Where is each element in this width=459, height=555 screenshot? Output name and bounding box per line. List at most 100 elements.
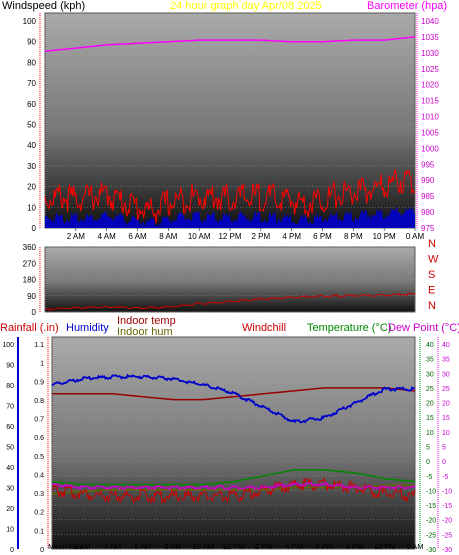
x-tick-label: 12 PM xyxy=(223,542,245,551)
y-tick-label-direction: 90 xyxy=(27,292,36,301)
x-tick-label: 10 AM xyxy=(188,232,211,241)
indoor-hum-series-line xyxy=(51,484,415,495)
y-tick-label-windspeed: 60 xyxy=(27,100,36,109)
y-tick-label-barometer: 1040 xyxy=(421,17,439,26)
y-tick-label-temperature: 35 xyxy=(426,357,434,364)
x-tick-label: 2 AM xyxy=(74,542,91,551)
y-tick-label-windspeed: 50 xyxy=(27,121,36,130)
y-tick-label-temperature: 5 xyxy=(426,445,430,452)
y-tick-label-rainfall: 0.7 xyxy=(34,417,44,424)
windspeed-barometer-chart: 0102030405060708090100975980985990995100… xyxy=(23,13,439,241)
windspeed-series-line xyxy=(44,168,416,224)
y-tick-label-temperature: 25 xyxy=(426,386,434,393)
x-tick-label: Moon Rise xyxy=(48,542,84,551)
x-tick-label: 10 AM xyxy=(193,542,214,551)
y-tick-label-rainfall: 0.9 xyxy=(34,379,44,386)
x-tick-label: 10 PM xyxy=(374,542,396,551)
y-tick-label-temperature: -15 xyxy=(426,503,436,510)
y-tick-label-humidity: 20 xyxy=(6,506,14,513)
y-tick-label-temperature: -20 xyxy=(426,518,436,525)
legend-dewpoint: Dew Point (°C) xyxy=(388,322,459,334)
y-tick-label-barometer: 980 xyxy=(421,208,435,217)
x-tick-label: 12 PM xyxy=(218,232,241,241)
x-tick-label: 4 AM xyxy=(104,542,121,551)
y-tick-label-temperature: 40 xyxy=(426,342,434,349)
y-tick-label-dewpoint: 30 xyxy=(442,371,450,378)
wind-direction-plot-area xyxy=(44,246,416,313)
temperature-humidity-plot-area xyxy=(51,336,416,550)
y-tick-label-rainfall: 0.1 xyxy=(34,528,44,535)
y-tick-label-humidity: 50 xyxy=(6,445,14,452)
y-tick-label-dewpoint: 10 xyxy=(442,430,450,437)
y-tick-label-rainfall: 1.1 xyxy=(34,342,44,349)
y-tick-label-barometer: 990 xyxy=(421,176,435,185)
y-tick-label-dewpoint: -25 xyxy=(442,532,452,539)
y-tick-label-windspeed: 70 xyxy=(27,79,36,88)
y-tick-label-direction: 180 xyxy=(23,276,37,285)
y-tick-label-temperature: -25 xyxy=(426,532,436,539)
y-tick-label-rainfall: 1 xyxy=(40,361,44,368)
y-tick-label-dewpoint: 5 xyxy=(442,445,446,452)
y-tick-label-barometer: 1015 xyxy=(421,97,439,106)
y-tick-label-dewpoint: -30 xyxy=(442,547,452,554)
x-tick-label: 0 AM xyxy=(406,232,425,241)
y-tick-label-barometer: 985 xyxy=(421,192,435,201)
y-tick-label-humidity: 60 xyxy=(6,424,14,431)
y-tick-label-humidity: 70 xyxy=(6,404,14,411)
wind-direction-series-line xyxy=(44,292,416,311)
y-tick-label-dewpoint: 20 xyxy=(442,401,450,408)
y-tick-label-temperature: -10 xyxy=(426,488,436,495)
windchill-series-line xyxy=(51,477,416,505)
y-tick-label-dewpoint: 35 xyxy=(442,357,450,364)
y-tick-label-barometer: 995 xyxy=(421,160,435,169)
y-tick-label-dewpoint: -15 xyxy=(442,503,452,510)
indoor-temp-series-line xyxy=(52,387,416,401)
y-tick-label-dewpoint: 15 xyxy=(442,415,450,422)
y-tick-label-humidity: 40 xyxy=(6,465,14,472)
y-tick-label-humidity: 30 xyxy=(6,486,14,493)
y-tick-label-windspeed: 90 xyxy=(27,38,36,47)
x-tick-label: 6 AM xyxy=(134,542,151,551)
y-tick-label-rainfall: 0.5 xyxy=(34,454,44,461)
dewpoint-series-line xyxy=(51,481,416,491)
y-tick-label-direction: 0 xyxy=(32,308,37,317)
x-tick-label: 4 PM xyxy=(285,542,303,551)
compass-label: S xyxy=(428,269,435,281)
y-tick-label-humidity: 0 xyxy=(10,547,14,554)
y-tick-label-windspeed: 100 xyxy=(23,17,37,26)
y-tick-label-rainfall: 0.8 xyxy=(34,398,44,405)
y-tick-label-dewpoint: -10 xyxy=(442,488,452,495)
x-tick-label: 8 PM xyxy=(346,542,364,551)
y-tick-label-humidity: 90 xyxy=(6,363,14,370)
y-tick-label-humidity: 100 xyxy=(2,342,14,349)
y-tick-label-humidity: 10 xyxy=(6,527,14,534)
y-tick-label-temperature: 30 xyxy=(426,371,434,378)
y-tick-label-dewpoint: 0 xyxy=(442,459,446,466)
y-tick-label-windspeed: 80 xyxy=(27,58,36,67)
x-tick-label: 2 PM xyxy=(255,542,273,551)
y-tick-label-temperature: 15 xyxy=(426,415,434,422)
y-tick-label-rainfall: 0.4 xyxy=(34,472,44,479)
temperature-humidity-chart: 010203040506070809010000.10.20.30.40.50.… xyxy=(2,337,452,554)
chart-title: 24 hour graph day Apr/08 2025 xyxy=(170,0,322,12)
y-tick-label-temperature: 0 xyxy=(426,459,430,466)
windspeed-axis-label: Windspeed (kph) xyxy=(2,0,85,12)
x-tick-label: 2 PM xyxy=(251,232,270,241)
y-tick-label-rainfall: 0.6 xyxy=(34,435,44,442)
x-tick-label: 0 AM xyxy=(406,542,423,551)
y-tick-label-barometer: 1030 xyxy=(421,49,439,58)
y-tick-label-direction: 270 xyxy=(23,259,37,268)
y-tick-label-rainfall: 0.2 xyxy=(34,510,44,517)
y-tick-label-temperature: 20 xyxy=(426,401,434,408)
y-tick-label-dewpoint: -20 xyxy=(442,518,452,525)
x-tick-label: 8 AM xyxy=(159,232,178,241)
y-tick-label-barometer: 1020 xyxy=(421,81,439,90)
legend-windchill: Windchill xyxy=(242,322,286,334)
compass-label: E xyxy=(428,285,435,297)
y-tick-label-barometer: 975 xyxy=(421,224,435,233)
y-tick-label-dewpoint: 25 xyxy=(442,386,450,393)
y-tick-label-temperature: -30 xyxy=(426,547,436,554)
barometer-axis-label: Barometer (hpa) xyxy=(367,0,447,12)
